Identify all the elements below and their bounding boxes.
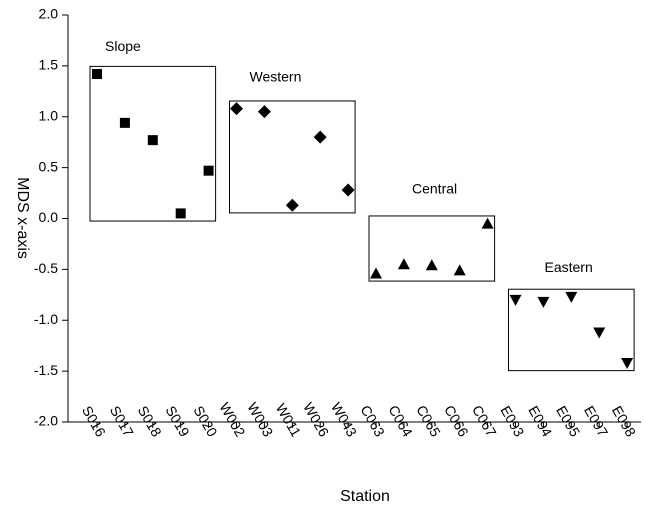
y-tick-label: 2.0	[39, 6, 59, 22]
y-axis-label: MDS x-axis	[14, 177, 31, 259]
group-label: Eastern	[545, 259, 593, 275]
y-tick-label: 0.0	[39, 209, 59, 225]
marker	[92, 69, 102, 80]
y-tick-label: 0.5	[39, 158, 59, 174]
marker	[481, 217, 494, 229]
x-tick-label: C067	[469, 402, 500, 439]
y-tick-label: -1.0	[34, 311, 58, 327]
marker	[257, 105, 271, 119]
marker	[565, 291, 578, 303]
marker	[230, 102, 243, 116]
marker	[341, 183, 355, 197]
marker	[147, 135, 158, 146]
marker	[175, 208, 186, 219]
y-tick-label: -1.5	[34, 362, 58, 378]
group-box	[229, 100, 356, 214]
group-label: Western	[250, 69, 302, 85]
marker	[593, 327, 606, 339]
marker	[397, 258, 410, 270]
x-tick-label: W011	[273, 401, 305, 440]
x-tick-label: E097	[581, 403, 611, 440]
y-tick-label: 1.0	[39, 107, 59, 123]
group-label: Slope	[105, 38, 141, 54]
x-tick-label: S018	[135, 403, 165, 440]
marker	[313, 130, 327, 144]
group-box	[508, 288, 635, 372]
group-box	[368, 215, 496, 282]
x-tick-label: E094	[525, 403, 555, 440]
marker	[537, 296, 550, 308]
x-tick-label: W003	[244, 400, 276, 440]
marker	[203, 165, 214, 176]
x-tick-label: W026	[300, 400, 332, 440]
x-tick-label: E093	[497, 403, 527, 440]
x-tick-label: W043	[328, 400, 360, 440]
x-tick-label: S019	[163, 403, 193, 440]
x-tick-label: S016	[79, 403, 109, 440]
marker	[621, 357, 634, 369]
y-tick-label: 1.5	[39, 57, 59, 73]
marker	[453, 264, 466, 276]
y-tick-label: -0.5	[34, 260, 58, 276]
marker	[425, 259, 438, 271]
y-tick-label: -2.0	[34, 413, 58, 429]
x-tick-label: C065	[413, 402, 444, 439]
marker	[119, 117, 130, 128]
x-tick-label: W002	[216, 400, 248, 440]
x-tick-label: C063	[357, 402, 388, 439]
x-tick-label: E098	[609, 403, 639, 440]
x-tick-label: C064	[385, 402, 416, 439]
x-axis-label: Station	[340, 488, 390, 505]
marker	[370, 267, 382, 279]
group-label: Central	[412, 181, 457, 197]
x-tick-label: C066	[441, 402, 472, 439]
x-tick-label: E095	[553, 403, 583, 440]
group-box	[89, 65, 217, 222]
marker	[285, 198, 299, 212]
x-tick-label: S020	[190, 403, 220, 440]
marker	[509, 294, 522, 306]
x-tick-label: S017	[107, 403, 137, 440]
